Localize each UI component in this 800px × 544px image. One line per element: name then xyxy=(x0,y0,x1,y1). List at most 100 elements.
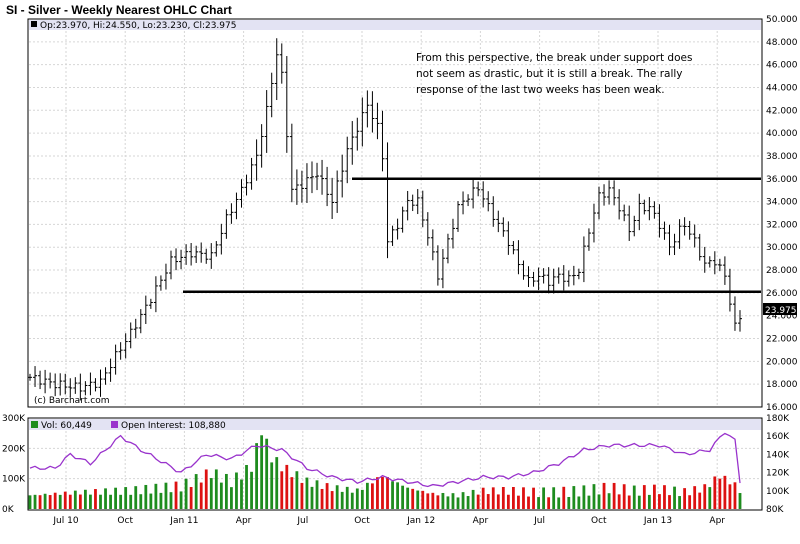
ohlc-bar xyxy=(123,333,128,359)
volume-bar xyxy=(194,474,198,509)
ohlc-bar xyxy=(445,233,450,264)
ohlc-bar xyxy=(380,110,385,172)
ohlc-bar xyxy=(365,90,370,128)
volume-bar xyxy=(703,484,707,509)
volume-bar xyxy=(43,493,47,509)
price-tick-label: 20.000 xyxy=(766,357,798,367)
ohlc-bar xyxy=(647,197,652,221)
volume-bar xyxy=(436,495,440,509)
x-tick-label: Jul 10 xyxy=(52,516,78,526)
ohlc-bar xyxy=(315,162,320,191)
support-resistance-lines xyxy=(183,177,761,293)
ohlc-bar xyxy=(476,181,481,197)
x-tick-label: Apr xyxy=(709,516,725,526)
volume-bar xyxy=(461,492,465,509)
ohlc-bar xyxy=(274,38,279,101)
volume-bar xyxy=(144,484,148,509)
ohlc-bar xyxy=(541,268,546,284)
ohlc-bar xyxy=(607,180,612,205)
volume-panel xyxy=(27,417,763,511)
volume-bar xyxy=(28,495,32,509)
ohlc-bar xyxy=(234,192,239,220)
volume-bar xyxy=(401,485,405,509)
volume-bar xyxy=(330,491,334,509)
price-tick-label: 42.000 xyxy=(766,106,798,116)
ohlc-bar xyxy=(199,242,204,263)
ohlc-bar xyxy=(466,194,471,207)
volume-bar xyxy=(73,490,77,509)
volume-bar xyxy=(89,494,92,509)
ohlc-bar xyxy=(732,296,737,331)
volume-bar xyxy=(230,487,233,509)
volume-bar xyxy=(94,489,97,509)
volume-bar xyxy=(335,485,339,509)
volume-bar xyxy=(381,476,384,509)
volume-bar xyxy=(154,483,158,509)
ohlc-bar xyxy=(586,228,591,251)
ohlc-bar xyxy=(450,218,455,249)
volume-bar xyxy=(522,487,525,509)
volume-bar xyxy=(184,478,188,509)
volume-bar xyxy=(652,484,656,509)
ohlc-bar xyxy=(405,190,410,221)
volume-tick-label: 300K xyxy=(2,414,26,424)
x-tick-label: Jan 12 xyxy=(406,516,435,526)
ohlc-bar xyxy=(330,177,335,220)
ohlc-bar xyxy=(58,373,63,396)
ohlc-bar xyxy=(491,196,496,227)
price-tick-label: 50.000 xyxy=(766,15,798,25)
ohlc-bar xyxy=(531,271,536,287)
ohlc-bar xyxy=(662,221,667,240)
volume-bar xyxy=(204,469,208,509)
volume-bar xyxy=(728,484,732,509)
ohlc-bar xyxy=(687,220,692,240)
oi-tick-label: 120K xyxy=(766,469,790,479)
ohlc-bar xyxy=(33,366,38,387)
ohlc-bar xyxy=(400,206,405,233)
volume-bar xyxy=(491,487,495,509)
ohlc-bar xyxy=(143,295,148,325)
volume-bar xyxy=(245,464,248,509)
ohlc-bar xyxy=(481,181,486,208)
volume-bar xyxy=(365,482,369,509)
ohlc-bar xyxy=(113,344,118,375)
price-tick-label: 40.000 xyxy=(766,129,798,139)
ohlc-bar xyxy=(440,249,445,289)
volume-bar xyxy=(506,494,510,509)
volume-bar xyxy=(300,482,304,509)
ohlc-bar xyxy=(385,142,390,259)
ohlc-bar xyxy=(163,263,168,290)
volume-bar xyxy=(83,489,87,509)
ohlc-bar xyxy=(355,117,360,151)
price-tick-label: 30.000 xyxy=(766,243,798,253)
ohlc-bar xyxy=(581,236,586,283)
oi-legend: Open Interest: 108,880 xyxy=(121,421,226,431)
ohlc-bar xyxy=(88,372,93,396)
volume-bar xyxy=(456,497,460,509)
volume-bar xyxy=(471,489,475,509)
ohlc-bar xyxy=(304,163,309,203)
volume-bar xyxy=(637,495,641,509)
volume-bar xyxy=(668,495,671,509)
volume-bar xyxy=(441,492,445,509)
volume-bar xyxy=(557,497,561,509)
volume-bar xyxy=(68,494,72,509)
volume-bar xyxy=(63,491,67,509)
ohlc-bar xyxy=(214,241,219,257)
volume-bar xyxy=(577,496,581,509)
volume-bar xyxy=(376,477,379,509)
vol-legend-swatch xyxy=(31,421,38,428)
volume-bar xyxy=(658,494,661,509)
oi-tick-label: 100K xyxy=(766,487,790,497)
ohlc-bar xyxy=(471,178,476,209)
volume-bar xyxy=(406,487,410,509)
ohlc-bar xyxy=(390,225,395,246)
volume-bar xyxy=(315,480,319,509)
volume-bar xyxy=(718,478,722,509)
volume-bar xyxy=(159,492,163,509)
volume-bar xyxy=(486,494,490,509)
volume-bar xyxy=(255,443,258,509)
x-tick-label: Jan 13 xyxy=(643,516,672,526)
volume-bar xyxy=(169,492,173,509)
ohlc-bar xyxy=(667,224,672,256)
